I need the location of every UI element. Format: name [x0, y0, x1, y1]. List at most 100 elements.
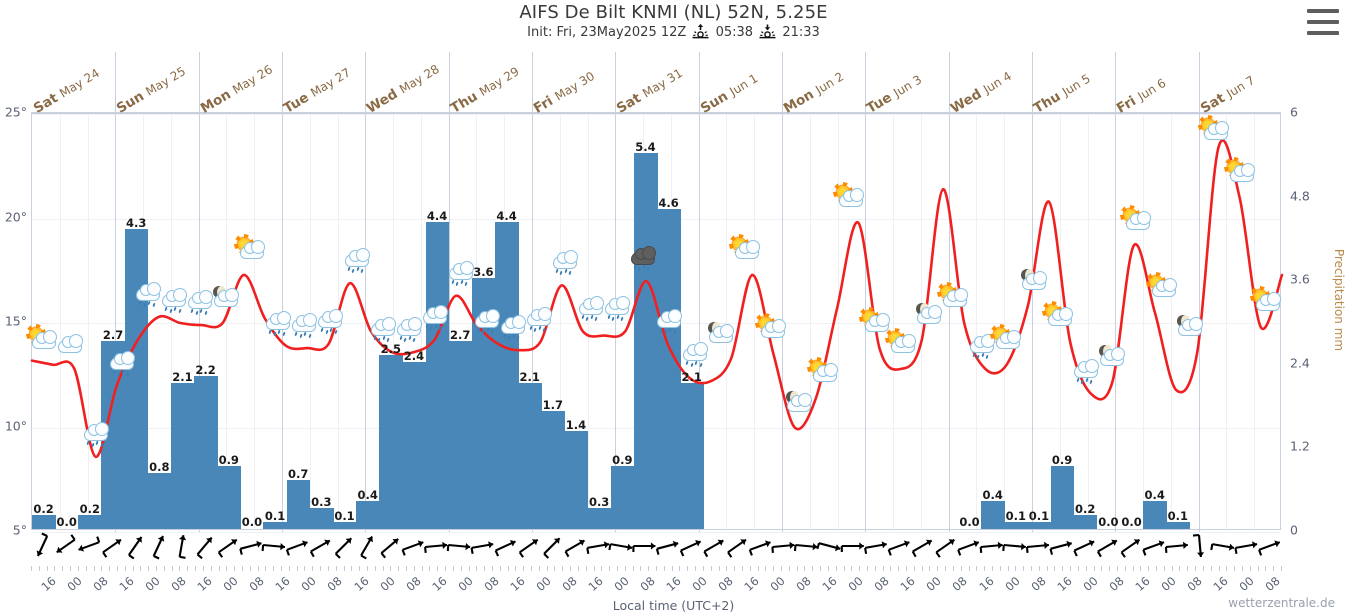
raindrops	[971, 352, 991, 360]
minor-tick	[1132, 566, 1134, 571]
minor-tick	[773, 566, 775, 571]
watermark: wetterzentrale.de	[1228, 596, 1335, 610]
wind-barb	[309, 539, 331, 558]
hour-tick-label: 16	[975, 573, 997, 594]
precipitation-value-label: 0.3	[311, 495, 332, 510]
wind-barb	[36, 532, 49, 557]
minor-tick	[343, 566, 345, 571]
minor-tick	[866, 566, 868, 571]
minor-tick	[77, 566, 79, 571]
sun-cloud-icon	[993, 327, 1024, 350]
precipitation-value-label: 0.1	[1028, 509, 1050, 524]
minor-tick	[1156, 566, 1157, 571]
cloud-rain-icon	[134, 280, 164, 307]
minor-tick	[1093, 566, 1095, 571]
minor-tick	[1281, 566, 1282, 571]
gridline-vertical	[59, 114, 61, 529]
minor-tick	[1148, 566, 1150, 571]
wind-barb	[217, 538, 238, 558]
raindrops	[555, 269, 574, 276]
cloud-rain-icon	[160, 286, 190, 314]
precipitation-bar	[1143, 501, 1167, 529]
cloud-shape	[1177, 317, 1203, 337]
gridline-vertical	[254, 114, 256, 529]
wind-barb	[1142, 540, 1165, 556]
wind-barb	[239, 540, 262, 555]
sunrise-time: 05:38	[715, 25, 754, 40]
day-date: May 24	[57, 65, 102, 101]
precipitation-value-label: 0.9	[218, 453, 239, 468]
raindrops	[477, 327, 496, 335]
hour-tick-label: 16	[350, 573, 372, 594]
wind-barb	[470, 541, 494, 554]
minor-tick	[788, 566, 790, 571]
precipitation-bar	[170, 382, 195, 529]
minor-tick	[1007, 566, 1009, 571]
day-separator	[282, 52, 283, 532]
wind-barb	[285, 540, 308, 556]
minor-tick	[976, 566, 978, 571]
minor-tick	[765, 566, 767, 571]
minor-tick	[1124, 566, 1126, 571]
gridline-vertical	[587, 114, 589, 529]
minor-tick	[906, 566, 907, 571]
cloud-shape	[448, 260, 474, 280]
day-date: Jun 2	[813, 69, 847, 97]
hamburger-menu-icon[interactable]	[1307, 6, 1339, 38]
temperature-tick-label: 5°	[12, 522, 27, 538]
gridline-vertical	[1004, 114, 1006, 529]
precipitation-value-label: 2.1	[681, 369, 702, 384]
minor-tick	[1031, 566, 1032, 571]
precipitation-value-label: 2.7	[102, 327, 124, 342]
minor-tick	[929, 566, 931, 571]
precipitation-bar	[657, 208, 681, 529]
precipitation-bar	[564, 431, 589, 529]
minor-tick	[710, 566, 712, 571]
wind-barb	[887, 540, 910, 556]
minor-tick	[538, 566, 540, 571]
moon-cloud-icon	[785, 390, 815, 413]
cloud-rain-icon	[82, 420, 112, 447]
minor-tick	[781, 566, 782, 571]
minor-tick	[265, 566, 267, 571]
cloud-shape	[136, 281, 162, 301]
wind-barb	[911, 539, 933, 558]
minor-tick	[984, 566, 986, 571]
minor-tick	[335, 566, 337, 571]
precipitation-bar	[147, 473, 172, 529]
precipitation-tick-label: 0	[1290, 522, 1298, 538]
minor-tick	[1085, 566, 1087, 571]
day-date: Jun 3	[891, 72, 925, 100]
minor-tick	[366, 566, 368, 571]
precipitation-value-label: 0.0	[56, 515, 77, 529]
minor-tick	[593, 566, 595, 571]
cloud-shape	[422, 304, 448, 324]
hour-tick-label: 16	[741, 573, 762, 594]
gridline-vertical	[559, 114, 561, 529]
wind-barb	[1049, 540, 1072, 555]
minor-tick	[140, 566, 142, 571]
menu-bar-3	[1307, 31, 1339, 35]
gridline-vertical	[893, 114, 895, 529]
menu-bar-1	[1307, 9, 1339, 13]
chart-plot-area: 0.2 0.0 0.2 2.7 4.3 0.8 2.1 2.2 0.9 0.0 0.1 0.7 0.3 0…	[30, 52, 1284, 533]
minor-tick	[515, 566, 517, 571]
day-date: Jun 7	[1223, 72, 1257, 101]
raindrops	[581, 315, 600, 322]
hour-tick-label: 16	[194, 573, 215, 594]
minor-tick	[226, 566, 228, 571]
temperature-curve	[30, 139, 1284, 459]
minor-tick	[85, 566, 87, 571]
cloud-shape	[917, 304, 943, 324]
minor-tick	[859, 566, 861, 571]
day-separator	[1032, 52, 1033, 532]
day-date: Jun 6	[1135, 75, 1169, 104]
raindrops	[399, 336, 418, 343]
cloud-shape	[552, 250, 578, 270]
cloud-shape	[188, 290, 214, 310]
wind-barb	[1073, 540, 1095, 557]
minor-tick	[820, 566, 822, 571]
temperature-tick-label: 10°	[4, 418, 27, 433]
cloud-shape	[292, 313, 318, 333]
sun-cloud-icon	[1253, 290, 1284, 312]
